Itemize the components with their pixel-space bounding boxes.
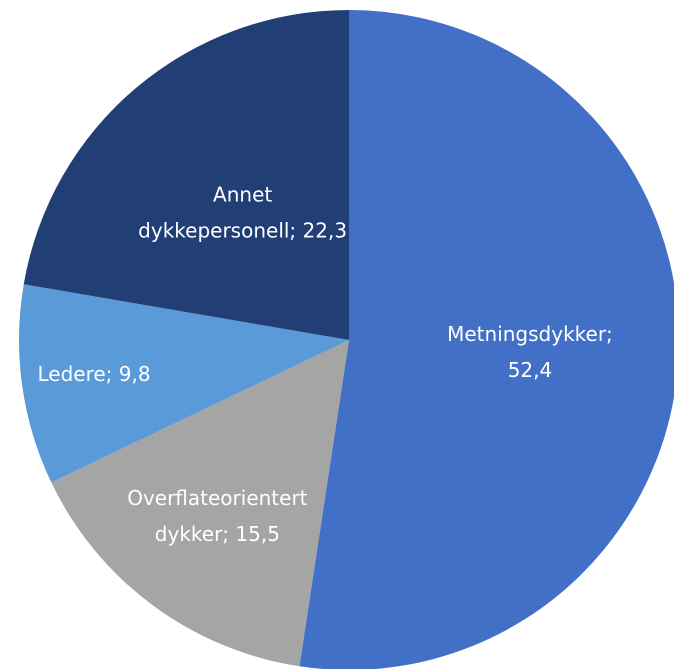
pie [19, 10, 674, 669]
data-label: Ledere; 9,8 [38, 362, 151, 386]
data-label: 52,4 [508, 358, 553, 382]
pie-slice [23, 10, 350, 340]
pie-slice [51, 340, 350, 667]
data-label: dykkepersonell; 22,3 [138, 218, 347, 242]
pie-slice [19, 284, 350, 483]
data-label: dykker; 15,5 [155, 522, 280, 546]
data-label: Metningsdykker; [447, 322, 613, 346]
data-label: Overflateorientert [127, 486, 307, 510]
data-labels: Metningsdykker; 52,4 Overflateorientert dyk… [38, 182, 613, 546]
pie-slice [299, 10, 674, 669]
data-label: Annet [213, 182, 272, 206]
